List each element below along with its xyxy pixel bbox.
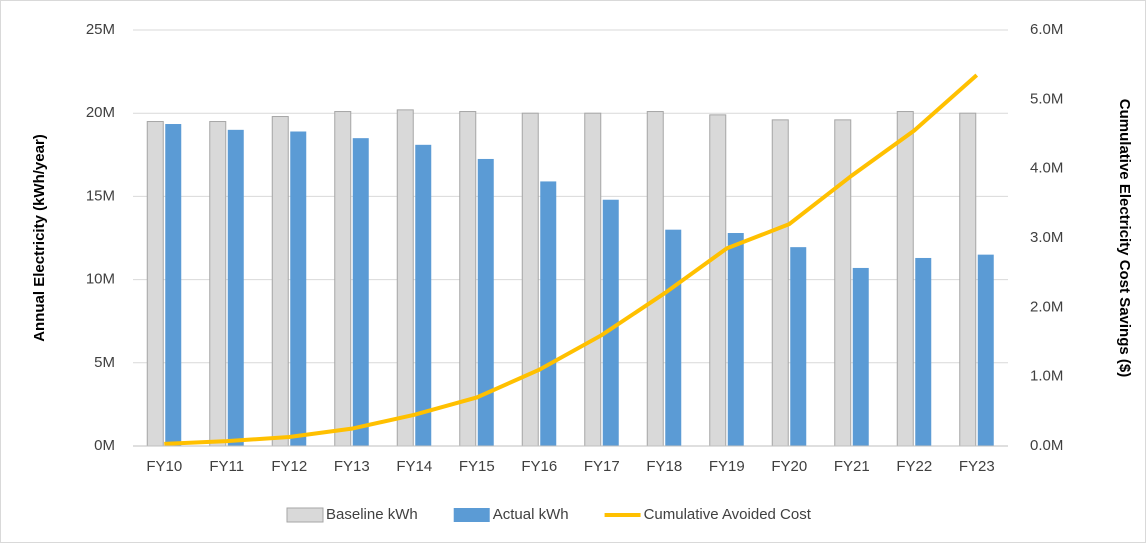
x-tick-label: FY16 — [521, 458, 557, 475]
x-tick-label: FY19 — [709, 458, 745, 475]
bar — [209, 121, 227, 447]
x-tick-label: FY21 — [834, 458, 870, 475]
legend-swatch — [453, 508, 490, 522]
legend-label: Actual kWh — [493, 506, 569, 523]
bar — [896, 111, 914, 447]
bar — [415, 144, 432, 447]
x-tick-label: FY18 — [646, 458, 682, 475]
bar — [602, 199, 619, 446]
bar — [165, 124, 182, 447]
bar — [521, 112, 539, 447]
y2-tick-label: 2.0M — [1030, 298, 1063, 315]
legend-label: Cumulative Avoided Cost — [644, 506, 812, 523]
bar — [334, 111, 352, 447]
bar — [352, 138, 369, 446]
bar — [834, 119, 852, 447]
bar — [852, 267, 869, 446]
y-tick-label: 10M — [86, 271, 115, 288]
bar — [540, 181, 557, 446]
y-axis-title: Annual Electricity (kWh/year) — [31, 134, 48, 342]
bar — [665, 229, 682, 446]
y-tick-label: 5M — [94, 354, 115, 371]
bar — [915, 257, 932, 446]
bar — [459, 111, 477, 447]
x-tick-label: FY12 — [271, 458, 307, 475]
x-tick-label: FY15 — [459, 458, 495, 475]
x-tick-label: FY13 — [334, 458, 370, 475]
y-tick-label: 25M — [86, 21, 115, 38]
bar — [477, 158, 494, 446]
x-tick-label: FY23 — [959, 458, 995, 475]
legend-label: Baseline kWh — [326, 506, 418, 523]
line — [164, 73, 979, 446]
y2-tick-label: 3.0M — [1030, 229, 1063, 246]
bar — [790, 247, 807, 446]
x-tick-label: FY10 — [146, 458, 182, 475]
legend-swatch — [286, 507, 324, 523]
y2-axis-title: Cumulative Electricity Cost Savings ($) — [1116, 99, 1133, 377]
x-tick-label: FY20 — [771, 458, 807, 475]
bar — [146, 121, 164, 447]
x-tick-label: FY14 — [396, 458, 432, 475]
bar — [646, 111, 664, 447]
x-tick-label: FY22 — [896, 458, 932, 475]
y2-tick-label: 0.0M — [1030, 437, 1063, 454]
y2-tick-label: 5.0M — [1030, 90, 1063, 107]
bar — [959, 112, 977, 447]
bar — [771, 119, 789, 447]
y-tick-label: 20M — [86, 104, 115, 121]
y-tick-label: 0M — [94, 437, 115, 454]
y2-tick-label: 6.0M — [1030, 21, 1063, 38]
bar — [977, 254, 994, 446]
x-tick-label: FY11 — [209, 458, 244, 475]
y-tick-label: 15M — [86, 187, 115, 204]
bar — [709, 114, 727, 447]
bar — [396, 109, 414, 447]
bar — [227, 129, 244, 446]
bar — [727, 233, 744, 446]
y2-tick-label: 1.0M — [1030, 368, 1063, 385]
bar — [290, 131, 307, 446]
x-tick-label: FY17 — [584, 458, 620, 475]
bar — [271, 116, 289, 447]
bar — [584, 112, 602, 447]
y2-tick-label: 4.0M — [1030, 160, 1063, 177]
